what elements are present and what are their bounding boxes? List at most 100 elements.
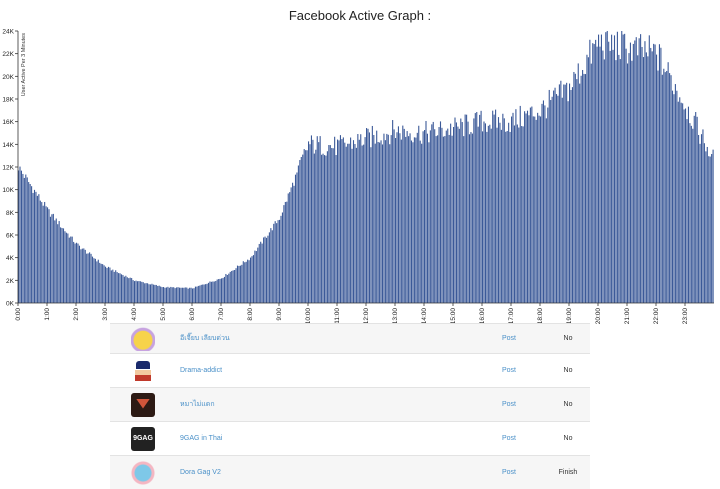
chart-bar (628, 53, 629, 303)
page-name-link[interactable]: อีเจี๊ยบ เลียบด่วน (180, 335, 230, 342)
chart-bar (33, 193, 34, 303)
chart-bar (251, 256, 252, 303)
x-tick-label: 5:00 (160, 308, 167, 321)
chart-bar (257, 248, 258, 303)
x-tick-label: 23:00 (682, 308, 689, 325)
chart-bar (247, 260, 248, 303)
chart-bar (592, 43, 593, 303)
chart-bar (649, 35, 650, 303)
chart-bar (82, 249, 83, 303)
post-link[interactable]: Post (502, 367, 516, 374)
chart-bar (514, 125, 515, 303)
chart-bar (418, 126, 419, 303)
page-name-link[interactable]: หมาไม่แดก (180, 401, 215, 408)
y-tick-label: 22K (2, 51, 14, 58)
x-tick-label: 6:00 (189, 308, 196, 321)
chart-bar (25, 175, 26, 303)
page-logo-1 (131, 327, 155, 351)
chart-bar (597, 47, 598, 303)
chart-bar (546, 118, 547, 303)
chart-bar (85, 250, 86, 303)
chart-bar (207, 284, 208, 303)
chart-bar (296, 172, 297, 303)
chart-bar (163, 287, 164, 303)
chart-bar (282, 212, 283, 303)
chart-bar (57, 224, 58, 303)
post-link[interactable]: Post (502, 335, 516, 342)
chart-bar (162, 287, 163, 303)
chart-bar (617, 32, 618, 303)
chart-bar (37, 196, 38, 303)
chart-bar (67, 233, 68, 303)
chart-bar (391, 135, 392, 303)
chart-bar (188, 289, 189, 303)
chart-bar (633, 44, 634, 303)
chart-bar (344, 143, 345, 303)
chart-bar (189, 288, 190, 303)
chart-bar (556, 94, 557, 303)
chart-bar (676, 91, 677, 303)
chart-bar (336, 155, 337, 303)
chart-bar (341, 139, 342, 303)
chart-bar (698, 135, 699, 303)
chart-bar (499, 123, 500, 303)
chart-bar (517, 125, 518, 304)
chart-bar (166, 287, 167, 303)
x-tick-label: 17:00 (508, 308, 515, 325)
chart-bar (128, 278, 129, 303)
y-axis-label: User Active Per 3 Minutes (21, 33, 27, 97)
chart-bar (483, 122, 484, 303)
post-link[interactable]: Post (502, 401, 516, 408)
chart-bar (630, 43, 631, 303)
table-row: 9GAG 9GAG in Thai Post No (110, 422, 590, 456)
post-link[interactable]: Post (502, 435, 516, 442)
chart-bar (86, 254, 87, 303)
chart-bar (365, 137, 366, 303)
chart-bar (637, 55, 638, 303)
chart-bar (64, 231, 65, 303)
chart-bar (694, 116, 695, 303)
chart-bar (702, 129, 703, 303)
chart-bar (183, 288, 184, 303)
chart-bar (685, 108, 686, 303)
chart-bar (260, 242, 261, 303)
page-name-link[interactable]: Drama-addict (180, 367, 222, 374)
chart-bar (415, 138, 416, 303)
chart-bar (320, 136, 321, 303)
chart-bar (176, 287, 177, 303)
chart-bar (146, 283, 147, 303)
page-name-link[interactable]: 9GAG in Thai (180, 435, 222, 442)
post-link[interactable]: Post (502, 469, 516, 476)
chart-bar (447, 129, 448, 303)
chart-bar (408, 136, 409, 303)
chart-bar (150, 284, 151, 303)
chart-bar (611, 35, 612, 303)
chart-bar (323, 154, 324, 303)
chart-bar (585, 74, 586, 303)
chart-bar (292, 183, 293, 303)
chart-bar (604, 59, 605, 303)
status-text: No (564, 401, 573, 408)
chart-bar (383, 134, 384, 303)
chart-bar (295, 175, 296, 303)
chart-bar (686, 119, 687, 303)
chart-bar (684, 109, 685, 303)
chart-bar (24, 178, 25, 303)
chart-bar (38, 194, 39, 303)
chart-bar (652, 51, 653, 303)
chart-bar (265, 237, 266, 303)
chart-bar (713, 150, 714, 303)
chart-bar (547, 108, 548, 303)
chart-bar (453, 127, 454, 303)
chart-bar (46, 206, 47, 303)
chart-bar (417, 133, 418, 303)
chart-bar (601, 35, 602, 303)
x-tick-label: 15:00 (450, 308, 457, 325)
page-name-link[interactable]: Dora Gag V2 (180, 469, 221, 476)
x-tick-label: 9:00 (276, 308, 283, 321)
chart-bar (359, 140, 360, 303)
chart-bar (647, 56, 648, 303)
chart-bar (337, 140, 338, 303)
chart-bar (562, 98, 563, 303)
chart-bar (218, 279, 219, 303)
